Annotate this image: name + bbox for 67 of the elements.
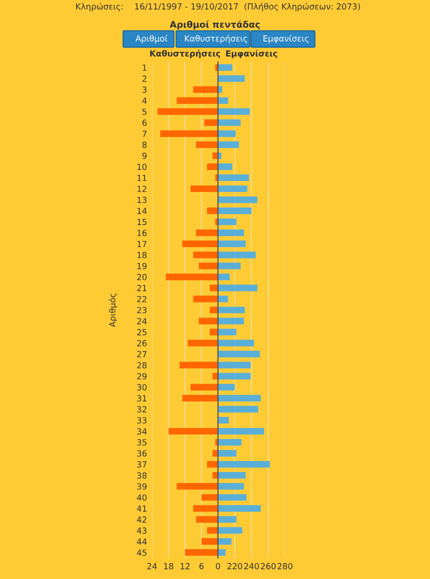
y-tick-label: 6 xyxy=(142,120,147,126)
x-tick-label: 6 xyxy=(199,563,204,570)
x-axis-title: Εμφανίσεις xyxy=(226,50,278,58)
y-tick-label: 34 xyxy=(137,428,147,435)
y-tick-label: 43 xyxy=(136,527,146,534)
y-tick-label: 8 xyxy=(142,142,147,148)
y-tick-label: 26 xyxy=(137,340,147,346)
bar xyxy=(212,472,218,479)
x-tick-label: 220 xyxy=(227,563,242,570)
y-tick-label: 23 xyxy=(137,306,146,314)
y-tick-label: 14 xyxy=(137,208,147,214)
y-tick-label: 28 xyxy=(137,362,147,368)
bar xyxy=(210,284,218,292)
y-tick-label: 42 xyxy=(136,516,146,523)
y-tick-label: 15 xyxy=(137,218,146,226)
x-tick-label: 260 xyxy=(260,563,276,570)
y-tick-label: 35 xyxy=(137,439,146,446)
bar xyxy=(207,461,218,468)
x-tick-label: 12 xyxy=(180,563,190,570)
x-tick-label: 24 xyxy=(147,563,157,570)
y-tick-label: 5 xyxy=(142,108,146,115)
y-tick-label: 44 xyxy=(136,538,147,545)
y-tick-label: 38 xyxy=(137,472,147,479)
x-tick-label: 240 xyxy=(244,563,259,570)
text: Κληρώσεις: 16/11/1997 - 19/10/2017 (Πλήθος Κληρώσεων: 2073) xyxy=(76,2,360,12)
text: Αριθμοί xyxy=(136,34,168,44)
y-tick-label: 25 xyxy=(137,329,146,336)
y-tick-label: 24 xyxy=(137,318,147,324)
y-axis-title: Αριθμός xyxy=(108,294,118,328)
y-tick-label: 9 xyxy=(142,152,147,159)
y-tick-label: 41 xyxy=(136,505,146,512)
bar xyxy=(212,372,218,380)
y-tick-label: 36 xyxy=(137,450,147,457)
y-tick-label: 40 xyxy=(136,494,147,501)
y-tick-label: 19 xyxy=(137,262,147,270)
x-tick-label: 0 xyxy=(216,563,220,570)
text: Καθυστερήσεις xyxy=(184,34,248,44)
x-tick-label: 18 xyxy=(164,563,174,570)
y-tick-label: 16 xyxy=(137,230,147,236)
y-tick-label: 37 xyxy=(137,461,146,468)
y-tick-label: 31 xyxy=(137,395,146,402)
y-tick-label: 18 xyxy=(137,252,147,258)
chart-title: Αριθμοί πεντάδας xyxy=(170,20,260,30)
y-tick-label: 10 xyxy=(137,164,147,170)
y-tick-label: 20 xyxy=(137,274,147,280)
y-tick-label: 45 xyxy=(136,550,146,556)
y-tick-label: 33 xyxy=(137,417,146,424)
y-tick-label: 30 xyxy=(137,384,147,390)
y-tick-label: 12 xyxy=(137,186,146,192)
text: Εμφανίσεις xyxy=(264,34,308,44)
y-tick-label: 4 xyxy=(142,98,147,104)
y-tick-label: 13 xyxy=(137,196,146,204)
y-tick-label: 27 xyxy=(137,351,146,358)
y-tick-label: 17 xyxy=(137,240,146,248)
x-axis-title: Καθυστερήσεις xyxy=(150,50,220,58)
y-tick-label: 29 xyxy=(137,373,147,380)
y-tick-label: 22 xyxy=(137,296,146,302)
y-tick-label: 2 xyxy=(142,76,146,82)
y-tick-label: 39 xyxy=(137,483,147,490)
y-tick-label: 1 xyxy=(142,64,146,71)
y-tick-label: 32 xyxy=(137,406,146,412)
x-tick-label: 280 xyxy=(278,563,292,570)
y-tick-label: 11 xyxy=(137,174,146,181)
y-tick-label: 7 xyxy=(142,130,146,137)
bar xyxy=(215,64,218,71)
y-tick-label: 3 xyxy=(142,86,146,93)
y-tick-label: 21 xyxy=(137,284,146,292)
